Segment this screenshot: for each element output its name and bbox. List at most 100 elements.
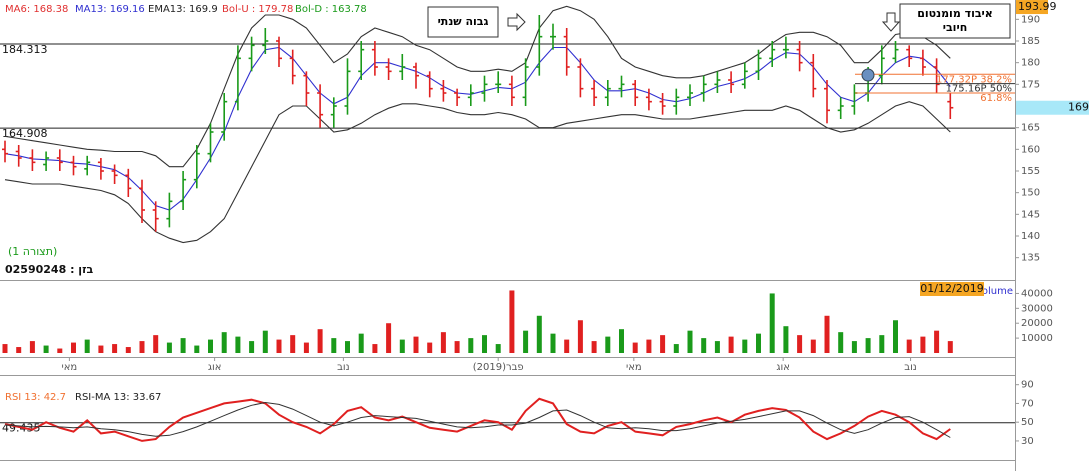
volume-bar <box>57 348 63 353</box>
max-price-tag <box>1016 0 1048 15</box>
fib-label: 61.8% <box>980 93 1012 104</box>
volume-bar <box>235 336 241 353</box>
volume-bar <box>468 338 474 353</box>
volume-bar <box>166 342 172 353</box>
x-tick-label: נוב <box>337 362 350 373</box>
volume-bar <box>577 320 583 353</box>
indicator-line <box>4 46 951 211</box>
x-tick-label: פבר(2019) <box>473 362 524 373</box>
volume-bar <box>482 335 487 353</box>
volume-bar <box>194 345 200 353</box>
legend-entry: Bol-U : 179.78 <box>222 4 293 15</box>
volume-bar <box>564 339 570 353</box>
indicator-line <box>4 101 951 244</box>
volume-bar <box>769 293 775 353</box>
volume-bar <box>43 345 49 353</box>
y-tick-label: 135 <box>1021 253 1040 264</box>
volume-bar <box>71 342 76 353</box>
volume-bar <box>536 315 542 353</box>
date-label: 01/12/2019 <box>920 282 983 295</box>
volume-bar <box>317 329 323 353</box>
volume-bar <box>605 336 611 353</box>
volume-bar <box>262 330 268 353</box>
rsi-line <box>4 397 951 442</box>
volume-bar <box>728 336 734 353</box>
volume-bar <box>125 347 131 353</box>
volume-bar <box>851 341 857 353</box>
y-tick-label: 30 <box>1021 436 1034 447</box>
legend-entry: MA6: 168.38 <box>5 4 68 15</box>
legend-entry: RSI 13: 42.7 <box>5 392 66 403</box>
arrow <box>881 12 901 32</box>
volume-bar <box>180 338 186 353</box>
y-tick-label: 10000 <box>1021 333 1053 344</box>
y-tick-label: 175 <box>1021 79 1040 90</box>
volume-bar <box>673 344 679 353</box>
y-tick-label: 145 <box>1021 209 1040 220</box>
max-price-label: 193.99 <box>1018 0 1057 13</box>
annotations: גבוה שנתי איבוד מומנטום חיובי <box>427 3 1011 82</box>
arrow <box>507 12 526 32</box>
level-label: 164.908 <box>2 127 48 140</box>
volume-bar <box>523 330 529 353</box>
volume-bar <box>893 320 898 353</box>
volume-bar <box>824 315 830 353</box>
volume-bar <box>838 332 844 353</box>
volume-bar <box>358 333 364 353</box>
volume-bar <box>413 336 419 353</box>
volume-bar <box>646 339 652 353</box>
volume-bar <box>509 290 515 353</box>
frame <box>0 0 1016 471</box>
volume-bar <box>906 339 912 353</box>
y-tick-label: 70 <box>1021 398 1034 409</box>
volume-bar <box>290 335 296 353</box>
last-price-label: 169.6 <box>1068 101 1089 114</box>
annotation: גבוה שנתי <box>438 15 489 28</box>
volume-bar <box>29 341 35 353</box>
y-tick-label: 40000 <box>1021 288 1053 299</box>
date-tag <box>920 282 984 296</box>
annotation-box <box>899 3 1011 39</box>
indicator-line <box>4 5 951 168</box>
volume-bar <box>810 339 816 353</box>
y-tick-label: 160 <box>1021 144 1040 155</box>
annotation-box <box>427 6 499 38</box>
marker-ball <box>861 68 875 82</box>
x-tick-label: אוג <box>208 362 222 373</box>
volume-bar <box>934 330 940 353</box>
x-tick-label: אוג <box>776 362 790 373</box>
volume-bar <box>2 344 8 353</box>
volume-bar <box>454 341 460 353</box>
volume-bar <box>153 335 159 353</box>
volume-bar <box>783 326 789 353</box>
volume-bar <box>701 338 707 353</box>
annotation: איבוד מומנטום <box>917 7 993 20</box>
x-tick-label: מאי <box>626 362 642 373</box>
volume-bar <box>221 332 227 353</box>
volume-bar <box>660 335 666 353</box>
y-tick-label: 150 <box>1021 188 1040 199</box>
y-tick-label: 185 <box>1021 36 1040 47</box>
fib-label: 177.32P 38.2% <box>936 74 1012 85</box>
volume-bar <box>879 335 885 353</box>
annotation: חיובי <box>943 21 968 34</box>
volume-bar <box>276 339 282 353</box>
volume-bar <box>920 336 926 353</box>
volume-bar <box>399 339 405 353</box>
legend-entry: MA13: 169.16 <box>75 4 145 15</box>
volume-bar <box>208 339 213 353</box>
y-tick-label: 50 <box>1021 417 1034 428</box>
volume-bar <box>112 344 118 353</box>
x-tick-label: נוב <box>904 362 917 373</box>
volume-bar <box>756 333 761 353</box>
volume-bar <box>440 332 446 353</box>
legend-entry: EMA13: 169.9 <box>148 4 218 15</box>
y-tick-label: 140 <box>1021 231 1040 242</box>
volume-bar <box>797 335 803 353</box>
level-label: 184.313 <box>2 43 48 56</box>
pattern-label: (תצורה 1) <box>8 245 57 258</box>
y-tick-label: 180 <box>1021 58 1040 69</box>
y-tick-label: 20000 <box>1021 318 1053 329</box>
